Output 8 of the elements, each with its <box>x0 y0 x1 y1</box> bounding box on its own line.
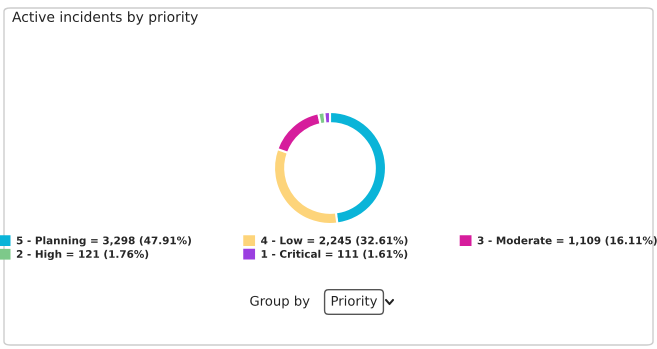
legend-label: 2 - High = 121 (1.76%) <box>16 250 148 260</box>
legend-label: 4 - Low = 2,245 (32.61%) <box>261 236 408 246</box>
legend-label: 5 - Planning = 3,298 (47.91%) <box>16 236 191 246</box>
legend-label: 1 - Critical = 111 (1.61%) <box>262 250 408 260</box>
legend-label: 3 - Moderate = 1,109 (16.11%) <box>478 236 657 246</box>
text: Priority <box>332 296 378 308</box>
text: Group by <box>250 296 310 308</box>
chart-title: Active incidents by priority <box>12 11 198 25</box>
